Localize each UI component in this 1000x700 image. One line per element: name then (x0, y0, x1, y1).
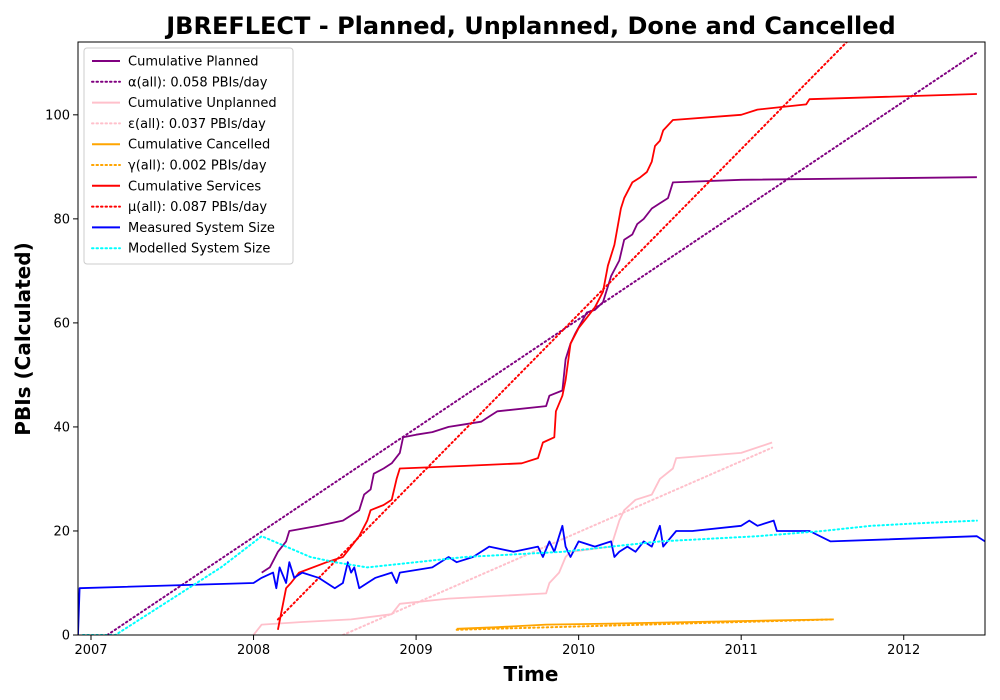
x-tick-label: 2009 (400, 643, 433, 658)
series-line-8 (78, 519, 985, 635)
y-axis-label: PBIs (Calculated) (11, 242, 35, 435)
legend-entry-label: Cumulative Unplanned (128, 96, 277, 111)
series-line-9 (81, 519, 978, 635)
legend-entry-label: α(all): 0.058 PBIs/day (128, 75, 268, 90)
legend-entry-label: Cumulative Services (128, 179, 261, 194)
legend-entry-label: Cumulative Planned (128, 55, 258, 70)
series-line-0 (261, 176, 977, 574)
legend-box (83, 47, 294, 265)
x-tick-label: 2008 (237, 643, 270, 658)
chart-title: JBREFLECT - Planned, Unplanned, Done and… (164, 12, 895, 40)
y-tick-label: 20 (53, 524, 70, 539)
x-axis: 2007 2008 2009 2010 2011 2012 (74, 635, 920, 658)
y-tick-label: 0 (62, 629, 70, 644)
series-line-6 (277, 93, 977, 630)
x-tick-label: 2010 (562, 643, 595, 658)
legend-entry-label: Cumulative Cancelled (128, 138, 270, 153)
y-tick-label: 60 (53, 316, 70, 331)
x-tick-label: 2012 (887, 643, 920, 658)
y-tick-label: 100 (45, 108, 70, 123)
legend-entry-label: Measured System Size (128, 221, 275, 236)
y-axis: 0 20 40 60 80 100 (45, 108, 78, 644)
legend-entry-label: Modelled System Size (128, 242, 270, 257)
series-line-5 (455, 618, 835, 631)
series-line-1 (106, 51, 978, 635)
legend-entry-label: γ(all): 0.002 PBIs/day (128, 159, 267, 174)
series-line-7 (276, 42, 848, 621)
x-axis-label: Time (504, 662, 559, 686)
x-tick-label: 2007 (74, 643, 107, 658)
series-group (78, 42, 985, 635)
plot-frame (77, 41, 986, 636)
y-tick-label: 80 (53, 212, 70, 227)
x-tick-label: 2011 (725, 643, 758, 658)
y-tick-label: 40 (53, 420, 70, 435)
legend-entry-label: ε(all): 0.037 PBIs/day (128, 117, 266, 132)
legend-entry-label: μ(all): 0.087 PBIs/day (128, 200, 267, 215)
series-line-2 (252, 441, 773, 635)
legend: Cumulative Planned α(all): 0.058 PBIs/day… (83, 47, 294, 265)
